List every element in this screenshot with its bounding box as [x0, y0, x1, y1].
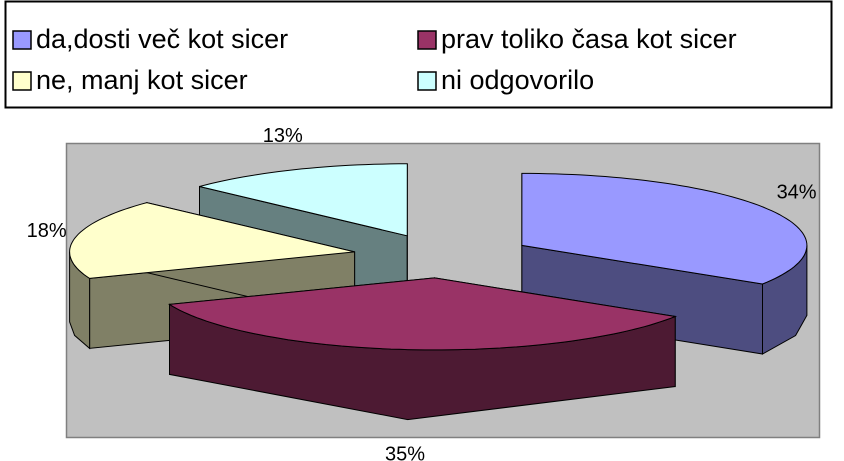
slice-top	[199, 163, 408, 237]
data-label: 13%	[263, 125, 303, 147]
data-label: 35%	[385, 444, 425, 461]
data-label: 34%	[777, 182, 817, 204]
legend-label: ni odgovorilo	[441, 65, 594, 95]
legend-swatch	[12, 30, 32, 50]
legend-label: ne, manj kot sicer	[36, 65, 248, 95]
pie-slice	[167, 277, 678, 421]
data-label: 18%	[27, 220, 67, 242]
legend-swatch	[12, 71, 32, 91]
slice-top	[521, 172, 808, 285]
legend-swatch	[417, 71, 437, 91]
slice-top	[167, 277, 678, 351]
legend-swatch	[417, 30, 437, 50]
legend-label: da,dosti več kot sicer	[36, 24, 288, 54]
legend-label: prav toliko časa kot sicer	[441, 24, 737, 54]
pie-slice	[521, 172, 808, 355]
slice-top	[69, 202, 355, 279]
